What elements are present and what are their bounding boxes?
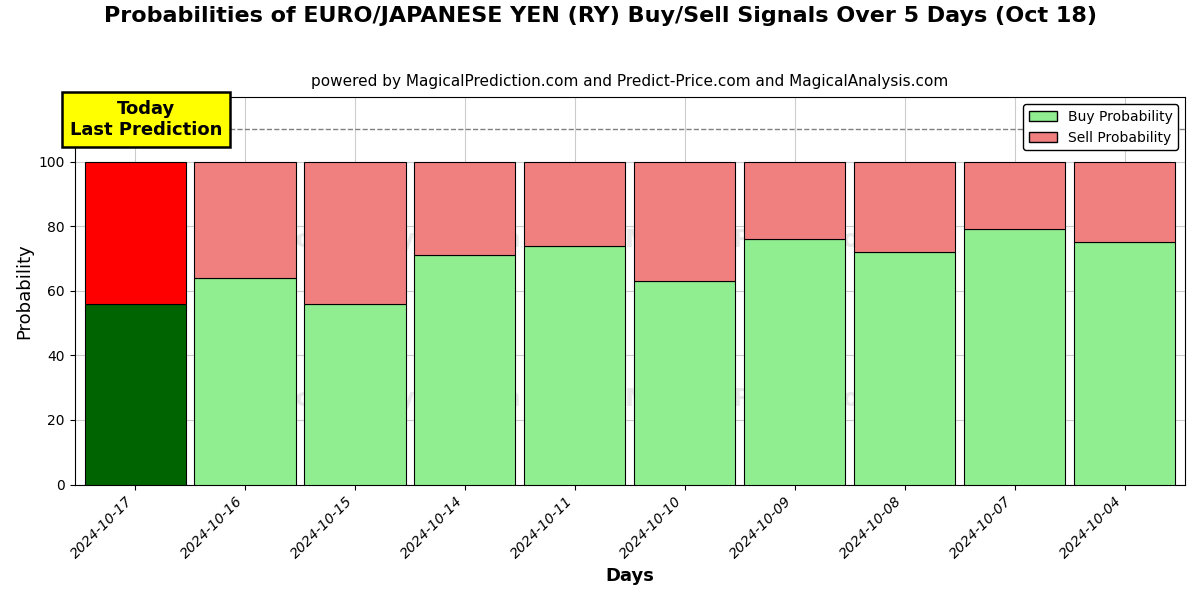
- Bar: [194, 161, 295, 278]
- Text: MagicalPrediction.com: MagicalPrediction.com: [625, 388, 946, 412]
- Bar: [635, 161, 736, 281]
- Bar: [964, 229, 1066, 485]
- Text: Probabilities of EURO/JAPANESE YEN (RY) Buy/Sell Signals Over 5 Days (Oct 18): Probabilities of EURO/JAPANESE YEN (RY) …: [103, 6, 1097, 26]
- Bar: [305, 161, 406, 304]
- Bar: [414, 161, 516, 256]
- Bar: [964, 161, 1066, 229]
- Bar: [635, 281, 736, 485]
- X-axis label: Days: Days: [605, 567, 654, 585]
- Text: MagicalPrediction.com: MagicalPrediction.com: [625, 229, 946, 253]
- Bar: [744, 239, 845, 485]
- Bar: [305, 304, 406, 485]
- Bar: [414, 256, 516, 485]
- Text: Today
Last Prediction: Today Last Prediction: [70, 100, 222, 139]
- Bar: [194, 278, 295, 485]
- Text: MagicalAnalysis.com: MagicalAnalysis.com: [228, 388, 521, 412]
- Bar: [524, 161, 625, 245]
- Bar: [84, 304, 186, 485]
- Legend: Buy Probability, Sell Probability: Buy Probability, Sell Probability: [1024, 104, 1178, 150]
- Bar: [854, 252, 955, 485]
- Bar: [744, 161, 845, 239]
- Bar: [84, 161, 186, 304]
- Bar: [1074, 242, 1175, 485]
- Bar: [1074, 161, 1175, 242]
- Bar: [854, 161, 955, 252]
- Text: MagicalAnalysis.com: MagicalAnalysis.com: [228, 229, 521, 253]
- Y-axis label: Probability: Probability: [16, 243, 34, 339]
- Title: powered by MagicalPrediction.com and Predict-Price.com and MagicalAnalysis.com: powered by MagicalPrediction.com and Pre…: [311, 74, 948, 89]
- Bar: [524, 245, 625, 485]
